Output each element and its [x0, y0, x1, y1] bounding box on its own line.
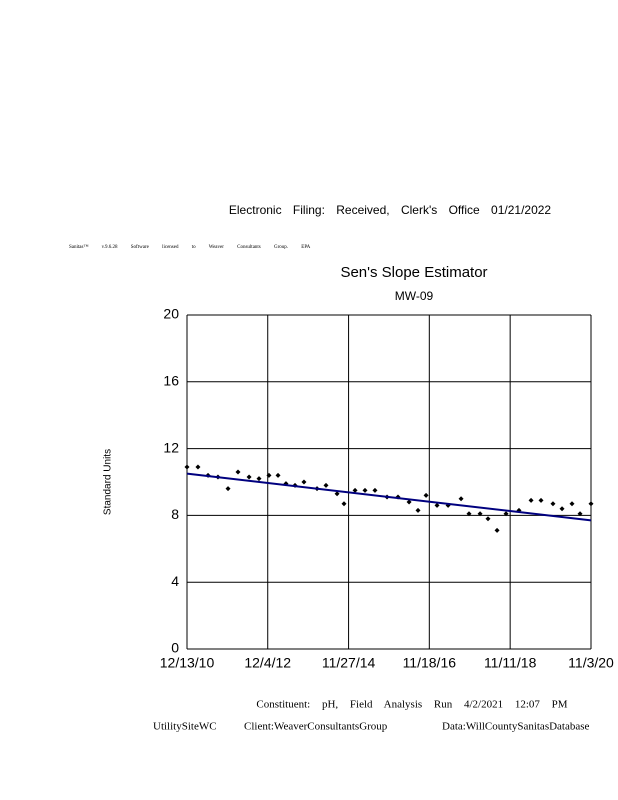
- data-note: Data:WillCountySanitasDatabase: [442, 721, 590, 733]
- data-point: [323, 482, 329, 488]
- data-point: [184, 464, 190, 470]
- data-point: [528, 497, 534, 503]
- x-tick-label: 11/27/14: [322, 655, 376, 671]
- x-tick-label: 12/4/12: [244, 655, 291, 671]
- data-point: [275, 472, 281, 478]
- data-point: [503, 511, 509, 517]
- data-point: [352, 487, 358, 493]
- data-point: [485, 516, 491, 522]
- data-point: [550, 501, 556, 507]
- data-point: [235, 469, 241, 475]
- data-point: [458, 496, 464, 502]
- data-point: [477, 511, 483, 517]
- data-point: [406, 499, 412, 505]
- constituent-note: Constituent: pH, Field Analysis Run 4/2/…: [256, 699, 567, 711]
- chart-subtitle: MW-09: [395, 289, 434, 303]
- y-axis-label: Standard Units: [103, 449, 114, 515]
- data-point: [538, 497, 544, 503]
- data-point: [256, 476, 262, 482]
- y-tick-label: 12: [163, 439, 179, 455]
- data-point: [494, 527, 500, 533]
- data-point: [341, 501, 347, 507]
- x-tick-label: 12/13/10: [160, 655, 215, 671]
- x-tick-label: 11/11/18: [484, 655, 537, 671]
- data-point: [246, 474, 252, 480]
- y-tick-label: 8: [171, 506, 179, 522]
- data-point: [577, 511, 583, 517]
- client-note: Client:WeaverConsultantsGroup: [244, 721, 388, 733]
- data-point: [466, 511, 472, 517]
- data-point: [423, 492, 429, 498]
- x-tick-label: 11/18/16: [403, 655, 457, 671]
- data-point: [569, 501, 575, 507]
- chart-title: Sen's Slope Estimator: [340, 264, 487, 281]
- data-point: [372, 487, 378, 493]
- y-tick-label: 0: [171, 640, 179, 656]
- y-tick-label: 20: [163, 306, 179, 322]
- filing-stamp: Electronic Filing: Received, Clerk's Off…: [229, 203, 552, 217]
- y-tick-label: 16: [163, 373, 179, 389]
- license-note: Sanitas™ v.9.6.28 Software licensed to W…: [69, 244, 311, 250]
- data-point: [334, 491, 340, 497]
- data-point: [415, 507, 421, 513]
- x-tick-label: 11/3/20: [568, 655, 614, 671]
- data-point: [588, 501, 594, 507]
- data-point: [195, 464, 201, 470]
- data-point: [266, 472, 272, 478]
- data-point: [225, 486, 231, 492]
- data-point: [434, 502, 440, 508]
- data-point: [362, 487, 368, 493]
- trend-line: [186, 472, 592, 522]
- data-point: [559, 506, 565, 512]
- y-tick-label: 4: [171, 573, 179, 589]
- data-point: [301, 479, 307, 485]
- site-note: UtilitySiteWC: [153, 721, 217, 733]
